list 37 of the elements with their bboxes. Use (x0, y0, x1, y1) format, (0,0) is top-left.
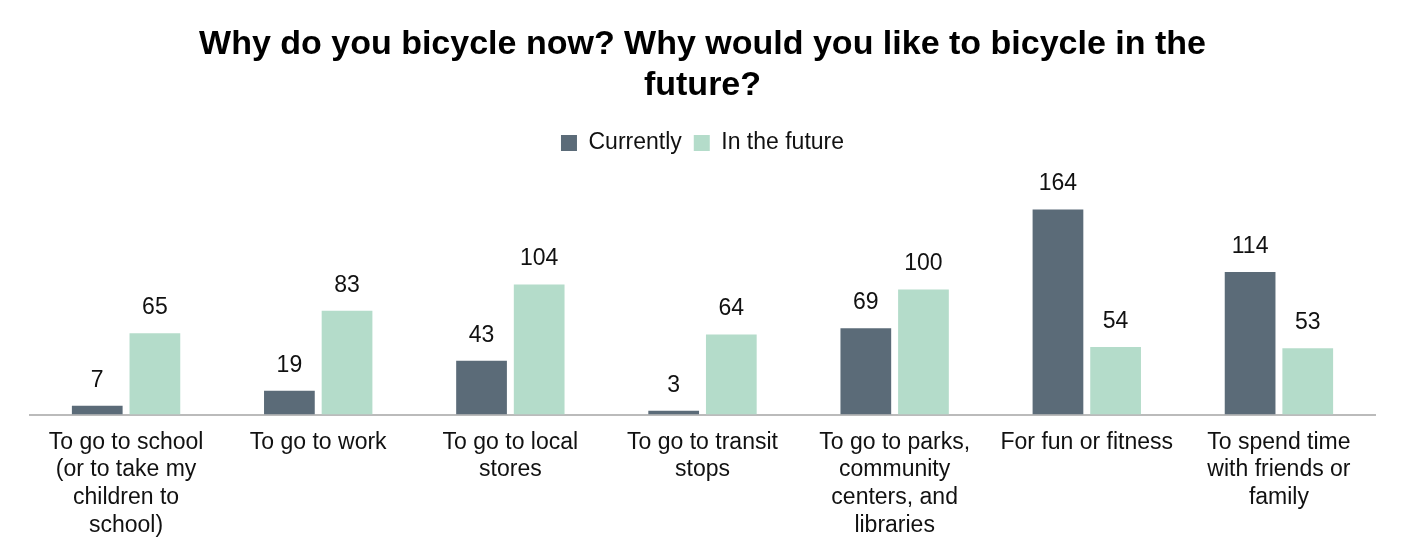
bar (705, 334, 757, 415)
data-label: 83 (334, 270, 360, 297)
data-label: 53 (1294, 308, 1321, 335)
data-label: 164 (1038, 169, 1078, 196)
bar (513, 284, 565, 415)
bar (1282, 348, 1334, 415)
bar (1032, 209, 1084, 415)
bar (456, 360, 507, 415)
bar (1090, 347, 1141, 415)
bar (840, 328, 892, 415)
data-label: 69 (853, 288, 879, 315)
data-label: 7 (90, 365, 104, 392)
data-label: 64 (718, 294, 745, 321)
x-tick-label: To go to parks, community centers, and libraries (819, 427, 971, 537)
legend-label: In the future (721, 128, 845, 155)
data-label: 3 (667, 370, 681, 397)
data-label: 19 (276, 350, 303, 377)
data-label: 104 (519, 244, 559, 271)
chart-title: Why do you bicycle now? Why would you like to bicycle in the future? (199, 22, 1206, 102)
bar (1224, 272, 1276, 415)
data-label: 100 (904, 249, 943, 276)
bar (321, 310, 373, 415)
data-label: 54 (1102, 306, 1129, 333)
data-label: 114 (1231, 231, 1269, 258)
data-label: 43 (468, 320, 495, 347)
bar (71, 405, 123, 415)
bar (264, 390, 315, 415)
x-tick-label: To spend time with friends or family (1206, 427, 1351, 509)
bar (129, 333, 181, 415)
x-tick-label: To go to school (or to take my children to school) (48, 427, 204, 537)
bar (898, 289, 949, 415)
x-tick-label: For fun or fitness (1000, 427, 1174, 454)
data-label: 65 (142, 293, 168, 320)
legend-label: Currently (588, 128, 683, 155)
x-tick-label: To go to local stores (442, 427, 579, 482)
x-tick-label: To go to work (249, 427, 388, 454)
x-tick-label: To go to transit stops (627, 427, 779, 482)
